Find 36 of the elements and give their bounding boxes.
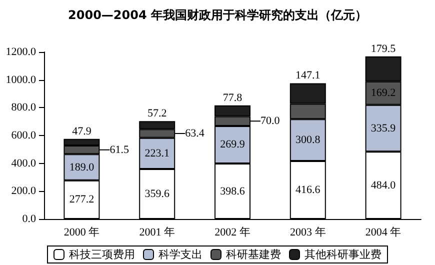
data-label: 269.9 <box>220 138 246 151</box>
data-label: 416.6 <box>296 184 321 196</box>
y-tick-label: 800.0 <box>11 102 36 114</box>
chart-title: 2000—2004 年我国财政用于科学研究的支出（亿元） <box>68 8 367 22</box>
data-label: 147.1 <box>296 70 320 82</box>
y-tick-label: 600.0 <box>11 130 36 142</box>
data-label: 484.0 <box>370 179 396 192</box>
data-label: 63.4 <box>185 127 205 140</box>
data-label: 57.2 <box>147 108 167 120</box>
legend-label: 其他科研事业费 <box>304 248 382 261</box>
x-tick-label: 2002 年 <box>214 226 250 238</box>
data-label: 179.5 <box>370 42 396 55</box>
data-label: 223.1 <box>144 147 170 160</box>
y-tick-label: 0.0 <box>22 213 36 225</box>
y-tick-label: 400.0 <box>11 157 36 170</box>
data-label: 300.8 <box>296 134 321 146</box>
x-tick-label: 2004 年 <box>365 226 402 238</box>
x-tick-label: 2003 年 <box>290 226 326 238</box>
x-tick-label: 2001 年 <box>139 226 175 238</box>
y-tick-label: 200.0 <box>11 185 36 198</box>
data-label: 359.6 <box>144 188 170 200</box>
x-tick-label: 2000 年 <box>64 226 100 238</box>
data-label: 398.6 <box>220 185 246 198</box>
data-label: 47.9 <box>72 125 92 138</box>
y-tick-label: 1200.0 <box>6 46 36 58</box>
data-label: 277.2 <box>69 194 94 206</box>
data-label: 77.8 <box>222 92 243 104</box>
legend-label: 科技三项费用 <box>69 248 135 261</box>
data-label: 61.5 <box>110 144 130 156</box>
data-label: 169.2 <box>370 87 396 100</box>
data-label: 70.0 <box>260 115 280 128</box>
data-label: 335.9 <box>370 122 396 134</box>
y-tick-label: 1000.0 <box>6 74 36 86</box>
legend-label: 科学支出 <box>158 248 202 261</box>
data-label: 189.0 <box>69 161 95 174</box>
legend-label: 科研基建费 <box>226 248 281 261</box>
